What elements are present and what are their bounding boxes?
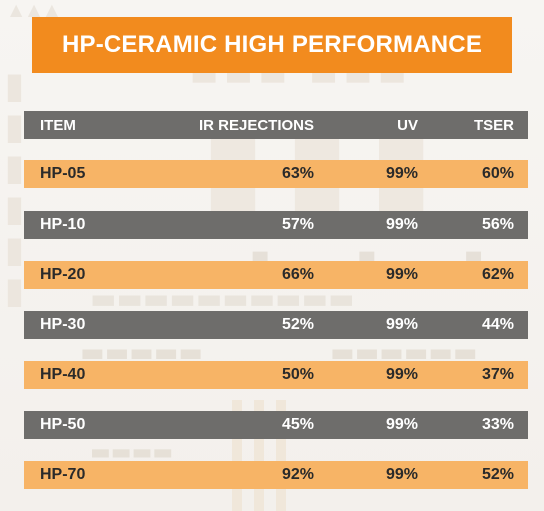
row-tser: 37% <box>481 366 514 383</box>
row-uv: 99% <box>385 165 418 182</box>
row-uv: 99% <box>385 216 418 233</box>
table-row: HP-20 66% 99% 62% <box>24 261 528 289</box>
table-header: ITEM IR REJECTIONS UV TSER <box>24 111 528 139</box>
table-row: HP-10 57% 99% 56% <box>24 211 528 239</box>
row-ir: 45% <box>281 416 314 433</box>
table-row: HP-50 45% 99% 33% <box>24 411 528 439</box>
page-title: HP-CERAMIC HIGH PERFORMANCE <box>61 31 483 58</box>
row-item: HP-70 <box>40 466 86 483</box>
row-tser: 52% <box>481 466 514 483</box>
row-uv: 99% <box>385 366 418 383</box>
row-tser: 62% <box>481 266 514 283</box>
row-ir: 50% <box>281 366 314 383</box>
row-tser: 56% <box>481 216 514 233</box>
row-item: HP-10 <box>40 216 86 233</box>
row-item: HP-05 <box>40 165 86 182</box>
row-uv: 99% <box>385 416 418 433</box>
row-item: HP-20 <box>40 266 86 283</box>
header-tser: TSER <box>473 116 514 134</box>
header-ir-rejections: IR REJECTIONS <box>198 116 314 134</box>
row-tser: 44% <box>481 316 514 333</box>
row-ir: 92% <box>281 466 314 483</box>
row-ir: 66% <box>281 266 314 283</box>
header-uv: UV <box>397 116 418 134</box>
row-ir: 52% <box>281 316 314 333</box>
table-row: HP-30 52% 99% 44% <box>24 311 528 339</box>
row-item: HP-30 <box>40 316 86 333</box>
row-uv: 99% <box>385 266 418 283</box>
table-row: HP-05 63% 99% 60% <box>24 160 528 188</box>
table-row: HP-70 92% 99% 52% <box>24 461 528 489</box>
row-uv: 99% <box>385 466 418 483</box>
row-ir: 57% <box>281 216 314 233</box>
header-item: ITEM <box>40 116 76 134</box>
row-tser: 60% <box>481 165 514 182</box>
row-tser: 33% <box>481 416 514 433</box>
row-item: HP-50 <box>40 416 86 433</box>
title-banner: HP-CERAMIC HIGH PERFORMANCE <box>32 17 512 73</box>
row-ir: 63% <box>281 165 314 182</box>
table-row: HP-40 50% 99% 37% <box>24 361 528 389</box>
row-item: HP-40 <box>40 366 86 383</box>
row-uv: 99% <box>385 316 418 333</box>
